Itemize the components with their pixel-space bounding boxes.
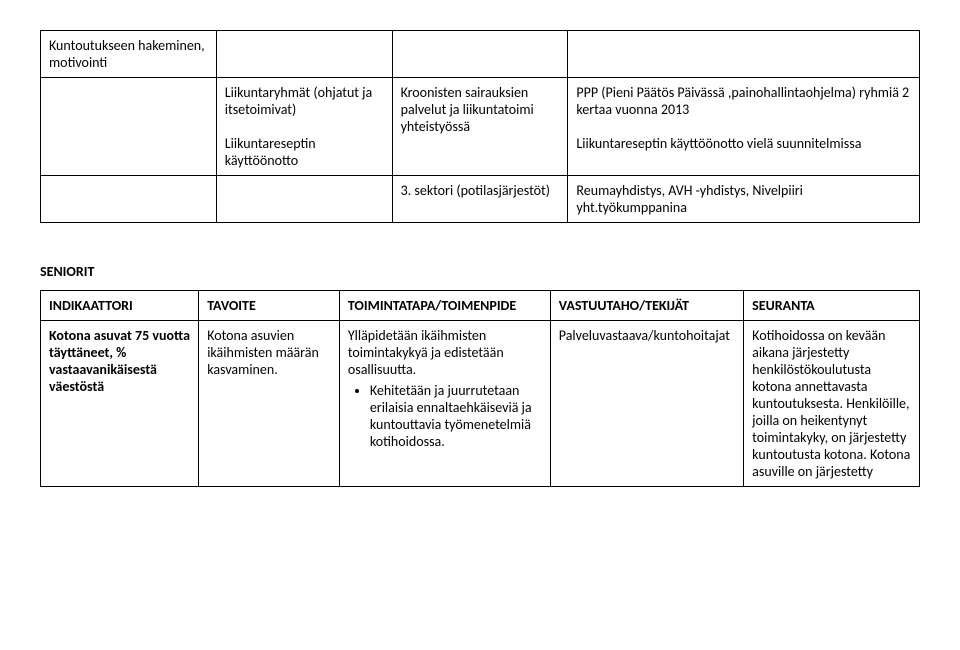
col-header: TAVOITE: [199, 291, 340, 321]
table-row: Kuntoutukseen hakeminen, motivointi: [41, 31, 920, 78]
cell: Kuntoutukseen hakeminen, motivointi: [41, 31, 217, 78]
cell: [392, 31, 568, 78]
cell: [216, 31, 392, 78]
cell: [568, 31, 920, 78]
cell: 3. sektori (potilasjärjestöt): [392, 176, 568, 223]
list-item: Kehitetään ja juurrutetaan erilaisia enn…: [370, 382, 542, 450]
cell: [41, 176, 217, 223]
cell: [216, 176, 392, 223]
cell: PPP (Pieni Päätös Päivässä ,painohallint…: [568, 78, 920, 176]
table-row: Liikuntaryhmät (ohjatut ja itsetoimivat)…: [41, 78, 920, 176]
cell: [41, 78, 217, 176]
seniorit-table: INDIKAATTORI TAVOITE TOIMINTATAPA/TOIMEN…: [40, 290, 920, 487]
cell: Reumayhdistys, AVH -yhdistys, Nivelpiiri…: [568, 176, 920, 223]
bullet-list: Kehitetään ja juurrutetaan erilaisia enn…: [348, 382, 542, 450]
cell: Kroonisten sairauksien palvelut ja liiku…: [392, 78, 568, 176]
col-header: TOIMINTATAPA/TOIMENPIDE: [339, 291, 550, 321]
indicator-cell: Kotona asuvat 75 vuotta täyttäneet, % va…: [41, 321, 199, 487]
upper-table: Kuntoutukseen hakeminen, motivointi Liik…: [40, 30, 920, 223]
cell: Kotona asuvien ikäihmisten määrän kasvam…: [199, 321, 340, 487]
table-row: Kotona asuvat 75 vuotta täyttäneet, % va…: [41, 321, 920, 487]
col-header: VASTUUTAHO/TEKIJÄT: [550, 291, 743, 321]
cell: Liikuntaryhmät (ohjatut ja itsetoimivat)…: [216, 78, 392, 176]
table-row: 3. sektori (potilasjärjestöt) Reumayhdis…: [41, 176, 920, 223]
table-header-row: INDIKAATTORI TAVOITE TOIMINTATAPA/TOIMEN…: [41, 291, 920, 321]
cell: Kotihoidossa on kevään aikana järjestett…: [744, 321, 920, 487]
cell-intro: Ylläpidetään ikäihmisten toimintakykyä j…: [348, 327, 504, 378]
cell: Ylläpidetään ikäihmisten toimintakykyä j…: [339, 321, 550, 487]
cell: Palveluvastaava/kuntohoitajat: [550, 321, 743, 487]
col-header: SEURANTA: [744, 291, 920, 321]
col-header: INDIKAATTORI: [41, 291, 199, 321]
section-title: SENIORIT: [40, 263, 920, 280]
